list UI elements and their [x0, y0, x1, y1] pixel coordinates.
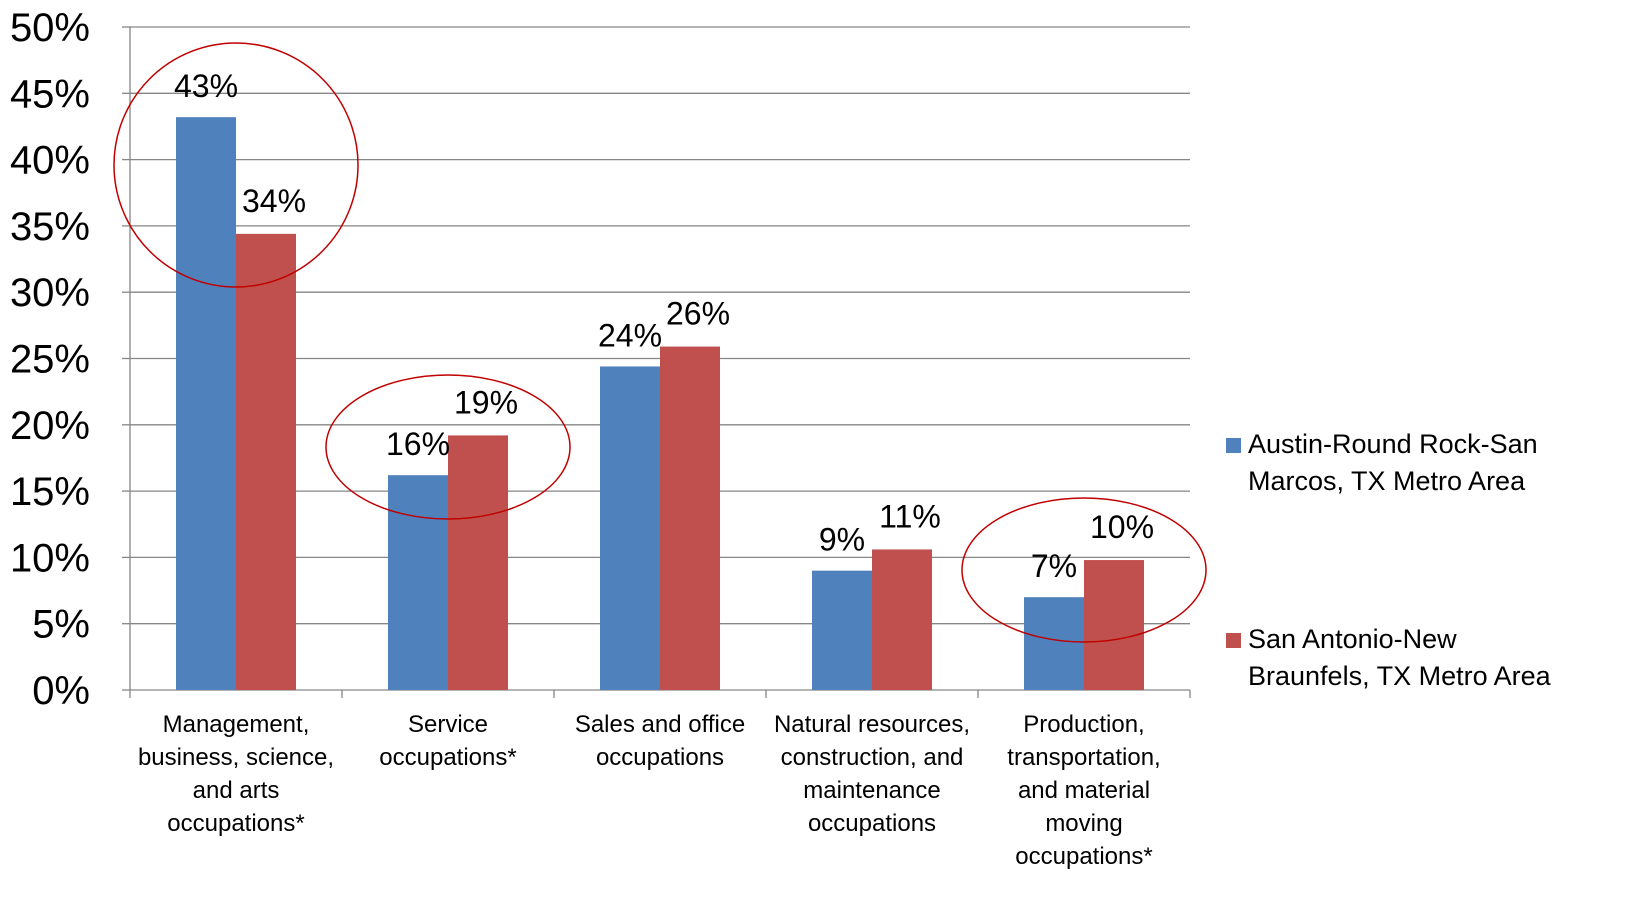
bar-series-2-cat-2: [448, 435, 508, 690]
data-label: 26%: [666, 296, 730, 332]
y-tick-label: 15%: [10, 470, 90, 514]
y-tick-label: 20%: [10, 404, 90, 448]
data-label: 34%: [242, 183, 306, 219]
bar-series-2-cat-1: [236, 233, 296, 690]
legend: Austin-Round Rock-San Marcos, TX Metro Ar…: [1226, 429, 1552, 691]
data-label: 16%: [386, 426, 450, 462]
y-tick-label: 10%: [10, 536, 90, 580]
legend-swatch: [1226, 438, 1241, 453]
data-labels: 43% 34% 16%19% 24%26% 9% 11% 7% 10%: [174, 68, 1154, 584]
x-category-label: Production, transportation, and material mo…: [1007, 711, 1160, 870]
x-category-label: Sales and office occupations: [575, 711, 745, 771]
bar-series-2-cat-3: [660, 346, 720, 690]
y-tick-label: 40%: [10, 139, 90, 183]
bar-series-2-cat-5: [1084, 560, 1144, 690]
highlight-circle: [325, 374, 571, 520]
y-tick-label: 35%: [10, 205, 90, 249]
y-tick-label: 30%: [10, 271, 90, 315]
y-tick-label: 0%: [32, 669, 90, 713]
data-label: 11%: [879, 498, 941, 534]
bars: [176, 117, 1144, 691]
y-tick-label: 5%: [32, 603, 90, 647]
y-tick-label: 25%: [10, 338, 90, 382]
x-category-label: Management, business, science, and arts occ…: [138, 711, 334, 837]
bar-series-1-cat-2: [388, 475, 448, 690]
data-label: 9%: [819, 522, 865, 558]
axes: 0% 5% 10% 15% 20% 25% 30% 35% 40% 45% 50%: [10, 6, 1191, 713]
y-tick-label: 45%: [10, 72, 90, 116]
data-label: 10%: [1090, 509, 1154, 545]
x-category-label: Service occupations*: [379, 711, 516, 771]
data-label: 24%: [598, 317, 662, 353]
bar-series-2-cat-4: [872, 549, 932, 690]
legend-entry: Austin-Round Rock-San Marcos, TX Metro Ar…: [1248, 429, 1538, 496]
bar-series-1-cat-1: [176, 117, 236, 691]
bar-series-1-cat-5: [1024, 597, 1084, 690]
data-label: 7%: [1031, 548, 1077, 584]
legend-entry: San Antonio-New Braunfels, TX Metro Area: [1248, 624, 1552, 691]
x-category-label: Natural resources, construction, and maint…: [774, 711, 970, 837]
highlight-circle: [961, 497, 1207, 643]
x-axis-labels: Management, business, science, and arts occ…: [138, 711, 1161, 870]
bar-series-1-cat-4: [812, 570, 872, 690]
bar-series-1-cat-3: [600, 366, 660, 690]
data-label: 43%: [174, 68, 238, 104]
data-label: 19%: [454, 384, 518, 420]
y-tick-label: 50%: [10, 6, 90, 50]
legend-swatch: [1226, 633, 1241, 648]
highlight-circle: [113, 42, 359, 288]
highlight-circles: [113, 42, 1207, 643]
